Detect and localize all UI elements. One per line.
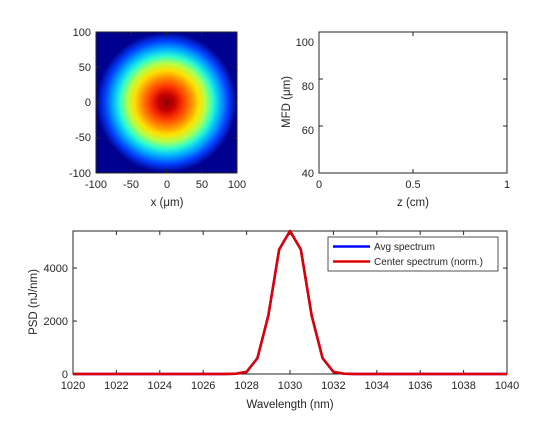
x-tick-label: 0.5 [405,179,420,191]
y-tick-label: 4000 [44,263,68,275]
legend-box [327,236,499,272]
x-tick-label: 1022 [104,380,128,392]
x-tick-label: 50 [196,179,208,191]
x-tick-label: 1040 [495,380,519,392]
y-tick-label: 60 [302,125,314,137]
legend-label-avg: Avg spectrum [374,242,435,253]
y-tick-label: 40 [302,168,314,180]
y-tick-label: 0 [62,369,68,381]
x-axis-label: z (cm) [397,197,429,209]
spectrum-plot: 1020 1022 1024 1026 1028 1030 1032 1034 … [28,229,519,411]
legend: Avg spectrum Center spectrum (norm.) [327,236,499,272]
y-tick-label: 100 [296,37,314,49]
y-tick-label: -50 [75,132,91,144]
x-tick-label: -50 [123,179,139,191]
x-tick-label: 0 [164,179,170,191]
x-tick-label: 100 [228,179,246,191]
plot-box [318,31,508,174]
x-tick-label: 1038 [451,380,475,392]
y-tick-label: -100 [69,168,91,180]
tick-marks [318,31,508,174]
x-tick-label: 1024 [148,380,172,392]
spectrum-series [73,229,507,376]
x-tick-label: -100 [85,179,107,191]
tick-marks [95,31,238,174]
y-tick-label: 100 [73,27,91,39]
y-tick-label: 2000 [44,316,68,328]
y-tick-label: 80 [302,81,314,93]
y-axis-label: MFD (μm) [281,76,293,128]
x-axis-label: x (μm) [151,197,184,209]
x-tick-label: 1030 [278,380,302,392]
x-tick-label: 1 [504,179,510,191]
x-tick-label: 1034 [365,380,389,392]
x-tick-label: 0 [316,179,322,191]
center-spectrum-line [73,229,507,376]
x-tick-label: 1032 [321,380,345,392]
x-axis-label: Wavelength (nm) [246,399,333,411]
x-tick-label: 1026 [191,380,215,392]
y-tick-label: 0 [85,97,91,109]
y-axis-label: PSD (nJ/nm) [28,269,40,335]
mfd-plot: 0 0.5 1 40 60 80 100 z (cm) MFD (μm) [281,31,510,209]
x-tick-label: 1028 [234,380,258,392]
x-tick-label: 1020 [61,380,85,392]
x-tick-label: 1036 [408,380,432,392]
beam-spot [96,32,237,173]
y-tick-label: 50 [79,62,91,74]
beam-profile-plot: -100 -50 0 50 100 100 50 0 -50 -100 x (μ… [69,27,246,209]
legend-label-center: Center spectrum (norm.) [374,257,483,268]
